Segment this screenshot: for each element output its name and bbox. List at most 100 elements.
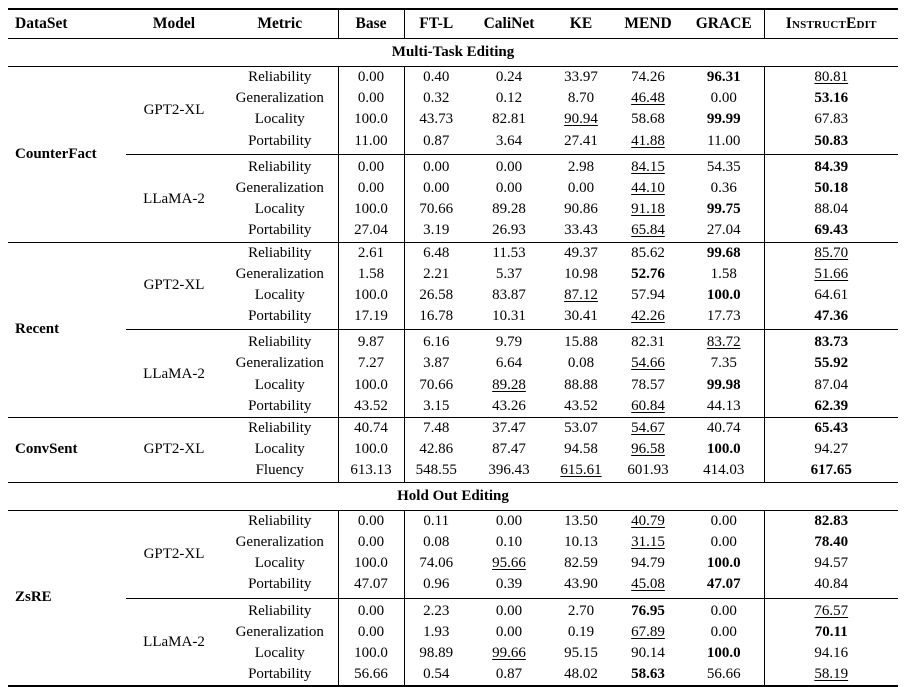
table-row: Portability 27.04 3.19 26.93 33.43 65.84 27.04… <box>8 220 898 243</box>
value-cell: 0.00 <box>710 623 737 640</box>
value-cell: 85.70 <box>763 241 898 264</box>
table-row: Recent GPT2-XL Reliability 2.61 6.48 11.53 49.… <box>8 241 898 418</box>
column-header-ft-l: FT-L <box>403 9 468 39</box>
value-cell: 100.0 <box>337 284 404 307</box>
value-cell: 100.0 <box>337 109 404 131</box>
value-cell: 0.00 <box>495 512 523 529</box>
table-body: Multi-Task Editing CounterFact GPT2-XL Reli… <box>8 37 898 687</box>
value-cell: 70.66 <box>403 374 468 396</box>
value-cell: 33.97 <box>564 69 598 86</box>
value-cell: 2.98 <box>550 153 612 178</box>
value-cell: 49.37 <box>550 241 612 264</box>
value-cell: 1.93 <box>403 621 468 643</box>
value-cell: 94.58 <box>564 441 598 458</box>
value-cell: 0.00 <box>468 597 550 622</box>
value-cell: 0.00 <box>567 179 595 196</box>
value-cell: 100.0 <box>337 553 404 575</box>
column-header-model: Model <box>126 9 222 39</box>
table-row: CounterFact GPT2-XL Reliability 0.00 0.40 0.2… <box>8 66 898 162</box>
metric-cell: Generalization <box>235 265 324 282</box>
value-cell: 0.00 <box>337 66 404 89</box>
value-cell: 7.48 <box>403 417 468 440</box>
value-cell: 10.13 <box>564 533 598 550</box>
value-cell: 87.04 <box>763 374 898 396</box>
model-cell: GPT2-XL <box>143 101 205 118</box>
table-row: Locality 100.0 74.06 95.66 82.59 94.79 100.0 94… <box>8 553 898 575</box>
value-cell: 0.87 <box>403 130 468 155</box>
value-cell: 0.87 <box>495 666 523 683</box>
value-cell: 13.50 <box>564 512 598 529</box>
value-cell: 33.43 <box>564 222 598 239</box>
header-row: DataSet Model Metric Base FT-L CaliNet KE MEND G… <box>8 9 898 39</box>
value-cell: 70.11 <box>763 621 898 643</box>
value-cell: 94.16 <box>763 642 898 665</box>
value-cell: 64.61 <box>763 284 898 307</box>
value-cell: 76.95 <box>612 597 684 622</box>
value-cell: 80.81 <box>763 66 898 89</box>
value-cell: 43.73 <box>403 109 468 131</box>
table-row: Generalization 0.00 0.00 0.00 0.00 44.10 0.36 5… <box>8 177 898 200</box>
value-cell: 0.10 <box>495 533 523 550</box>
section-row: Hold Out Editing <box>8 481 898 511</box>
value-cell: 82.59 <box>564 555 598 572</box>
value-cell: 47.07 <box>337 574 404 599</box>
value-cell: 0.11 <box>403 510 468 532</box>
value-cell: 74.26 <box>631 69 665 86</box>
value-cell: 9.79 <box>468 329 550 354</box>
value-cell: 84.39 <box>763 153 898 178</box>
value-cell: 0.36 <box>710 179 737 196</box>
table-row: Portability 47.07 0.96 0.39 43.90 45.08 47.07 4… <box>8 574 898 599</box>
value-cell: 100.0 <box>337 199 404 221</box>
value-cell: 2.23 <box>403 597 468 622</box>
value-cell: 0.00 <box>495 623 523 640</box>
value-cell: 40.84 <box>763 574 898 599</box>
column-header-mend: MEND <box>612 9 684 39</box>
value-cell: 83.73 <box>763 329 898 354</box>
section-title: Multi-Task Editing <box>8 37 898 68</box>
metric-cell: Reliability <box>222 417 338 440</box>
value-cell: 58.19 <box>763 664 898 687</box>
results-table: DataSet Model Metric Base FT-L CaliNet KE MEND G… <box>8 8 898 687</box>
value-cell: 89.28 <box>492 201 526 218</box>
value-cell: 26.58 <box>403 284 468 307</box>
value-cell: 65.84 <box>631 222 665 239</box>
table-row: Portability 11.00 0.87 3.64 27.41 41.88 11.00 5… <box>8 130 898 155</box>
table-row: Fluency 613.13 548.55 396.43 615.61 601.93 414… <box>8 460 898 483</box>
value-cell: 7.27 <box>337 353 404 375</box>
value-cell: 9.87 <box>337 329 404 354</box>
value-cell: 89.28 <box>492 376 526 393</box>
table-row: Locality 100.0 98.89 99.66 95.15 90.14 100.0 94… <box>8 642 898 665</box>
value-cell: 43.90 <box>564 576 598 593</box>
value-cell: 10.98 <box>564 265 598 282</box>
value-cell: 99.68 <box>684 241 764 264</box>
table-row: LLaMA-2 Reliability 0.00 2.23 0.00 2.70 76.95 0… <box>8 597 898 687</box>
value-cell: 100.0 <box>337 374 404 396</box>
value-cell: 16.78 <box>403 306 468 330</box>
value-cell: 31.15 <box>631 533 665 550</box>
dataset-cell: CounterFact <box>15 145 97 162</box>
value-cell: 0.00 <box>710 90 737 107</box>
value-cell: 83.72 <box>684 329 764 354</box>
value-cell: 548.55 <box>403 460 468 483</box>
value-cell: 43.52 <box>564 397 598 414</box>
value-cell: 45.08 <box>631 576 665 593</box>
value-cell: 100.0 <box>706 555 741 572</box>
value-cell: 44.13 <box>706 397 741 414</box>
value-cell: 85.62 <box>612 241 684 264</box>
value-cell: 0.00 <box>337 177 404 200</box>
model-cell: GPT2-XL <box>143 545 205 562</box>
value-cell: 0.24 <box>495 69 523 86</box>
value-cell: 2.70 <box>550 597 612 622</box>
value-cell: 40.74 <box>337 417 404 440</box>
value-cell: 0.32 <box>403 88 468 110</box>
metric-cell: Locality <box>254 376 305 393</box>
table-row: Generalization 0.00 1.93 0.00 0.19 67.89 0.00 7… <box>8 621 898 643</box>
value-cell: 15.88 <box>550 329 612 354</box>
column-header-grace: GRACE <box>684 9 764 39</box>
value-cell: 3.19 <box>403 220 468 243</box>
value-cell: 0.00 <box>710 533 737 550</box>
value-cell: 43.52 <box>337 395 404 418</box>
value-cell: 617.65 <box>763 460 898 483</box>
value-cell: 83.87 <box>492 286 526 303</box>
metric-cell: Reliability <box>222 153 338 178</box>
